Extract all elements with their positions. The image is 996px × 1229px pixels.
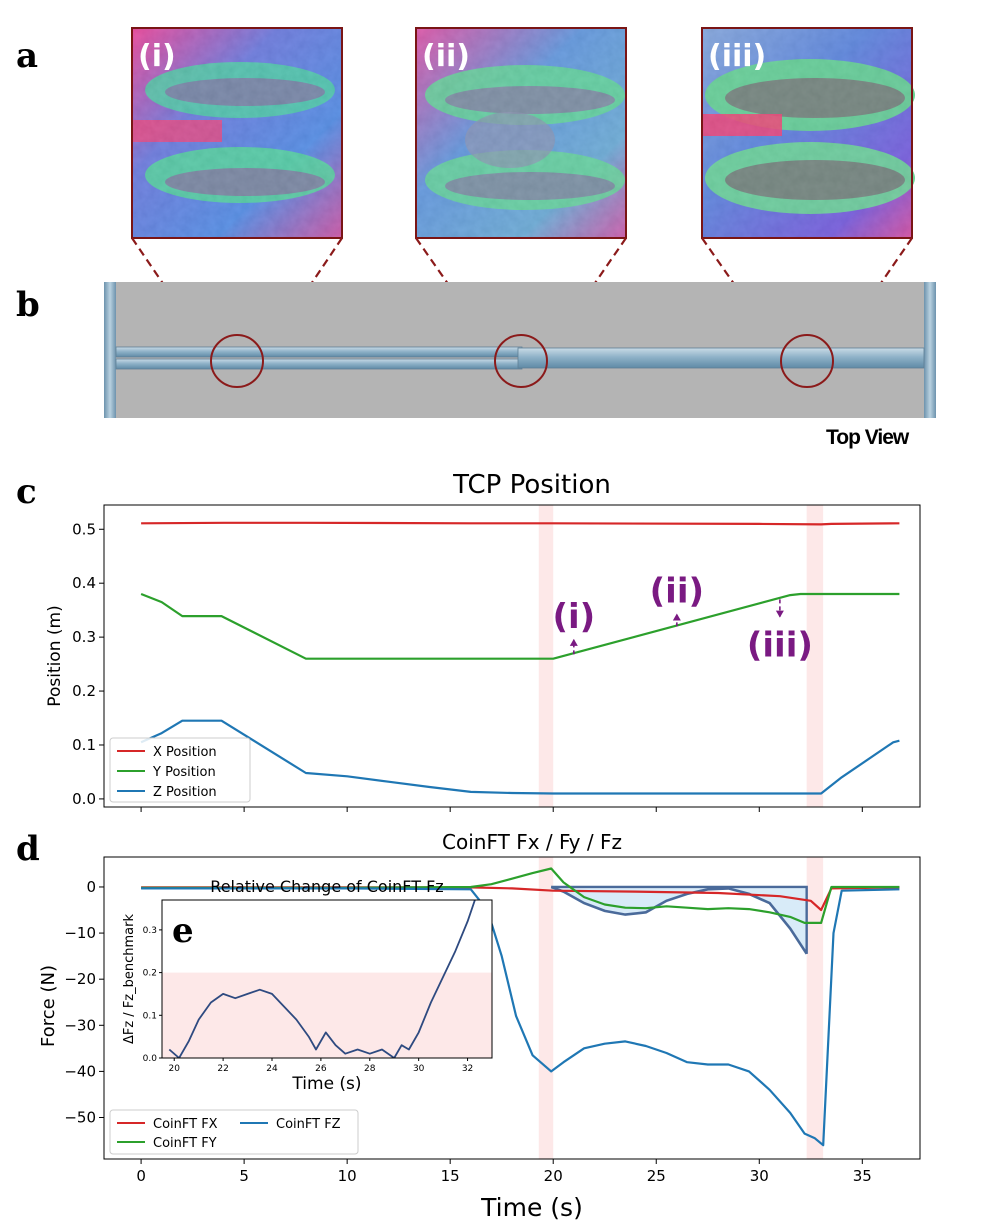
annotation-label-0: (i) xyxy=(552,597,595,637)
chart-c-legend: X Position Y Position Z Position xyxy=(109,737,251,803)
ytick-label-e-2: 0.2 xyxy=(143,969,157,979)
chart-c-ylabel: Position (m) xyxy=(45,605,65,706)
top-view-render xyxy=(104,282,936,418)
ytick-label-d-4: −40 xyxy=(64,1062,96,1080)
chart-d-legend: CoinFT FX CoinFT FY CoinFT FZ xyxy=(109,1109,359,1155)
annotation-arrowhead-2 xyxy=(775,610,784,618)
ytick-label-c-2: 0.2 xyxy=(72,682,96,700)
xtick-label-e-2: 24 xyxy=(266,1064,278,1074)
chart-c-title: TCP Position xyxy=(452,470,611,500)
xtick-label-d-1: 5 xyxy=(239,1167,249,1185)
legend-label-fz: CoinFT FZ xyxy=(276,1117,341,1132)
chart-tcp-position: TCP Position (i) (ii) (iii) 0.0 0.1 0.2 0.3 0.… xyxy=(45,470,921,812)
xtick-label-d-2: 10 xyxy=(338,1167,357,1185)
ytick-label-c-5: 0.5 xyxy=(72,520,96,538)
fz-change-outline-top xyxy=(551,885,808,954)
ytick-label-c-0: 0.0 xyxy=(72,790,96,808)
xtick-label-e-3: 26 xyxy=(315,1064,327,1074)
fz-change-outline-curve xyxy=(550,885,808,955)
chart-d-ylabel: Force (N) xyxy=(38,965,59,1047)
legend-label-fy: CoinFT FY xyxy=(153,1136,217,1151)
highlight-band-d-1 xyxy=(806,857,824,1159)
top-view-label: Top View xyxy=(826,426,910,449)
tactile-label-1: (i) xyxy=(138,39,176,74)
chart-e-xlabel: Time (s) xyxy=(291,1074,361,1094)
ytick-label-c-4: 0.4 xyxy=(72,574,96,592)
highlight-band-d-0 xyxy=(538,857,554,1159)
ytick-label-e-3: 0.3 xyxy=(143,926,157,936)
legend-label-x: X Position xyxy=(153,745,217,760)
ytick-label-d-2: −20 xyxy=(64,970,96,988)
ytick-label-e-1: 0.1 xyxy=(143,1011,157,1021)
annotation-arrowhead-0 xyxy=(569,638,578,646)
tactile-label-2: (ii) xyxy=(422,39,470,74)
legend-label-fx: CoinFT FX xyxy=(153,1117,218,1132)
chart-coinft-force: CoinFT Fx / Fy / Fz 0 −10 −20 −30 −40 −50 0 5 1… xyxy=(38,830,921,1222)
ytick-label-c-3: 0.3 xyxy=(72,628,96,646)
fz-change-fill xyxy=(551,886,807,954)
panel-letter-e: e xyxy=(172,911,194,951)
tactile-label-3: (iii) xyxy=(708,39,766,74)
chart-relative-change: Relative Change of CoinFT Fz 0.0 0.1 0.2 0.… xyxy=(122,877,493,1094)
ytick-label-d-3: −30 xyxy=(64,1016,96,1034)
legend-label-y: Y Position xyxy=(152,765,216,780)
series-line-d-2 xyxy=(141,887,900,1147)
panel-letter-c: c xyxy=(16,472,37,512)
xtick-label-e-6: 32 xyxy=(462,1064,473,1074)
tactile-image-3: (iii) xyxy=(701,27,915,239)
xtick-label-d-6: 30 xyxy=(750,1167,769,1185)
chart-d-xlabel: Time (s) xyxy=(480,1193,583,1222)
xtick-label-d-7: 35 xyxy=(853,1167,872,1185)
threshold-band xyxy=(162,972,492,1058)
highlight-band-c-0 xyxy=(538,505,554,807)
series-line-c-1 xyxy=(140,592,900,660)
xtick-label-e-4: 28 xyxy=(364,1064,376,1074)
xtick-label-d-3: 15 xyxy=(441,1167,460,1185)
chart-e-title: Relative Change of CoinFT Fz xyxy=(210,877,443,896)
series-line-c-2 xyxy=(140,719,900,795)
xtick-label-d-4: 20 xyxy=(544,1167,563,1185)
ytick-label-d-5: −50 xyxy=(64,1109,96,1127)
tactile-image-1: (i) xyxy=(131,27,343,239)
chart-e-ylabel: ΔFz / Fz_benchmark xyxy=(122,914,137,1044)
chart-e-frame xyxy=(161,899,493,1059)
annotation-label-2: (iii) xyxy=(747,626,813,666)
chart-c-frame xyxy=(103,504,921,808)
xtick-label-d-5: 25 xyxy=(647,1167,666,1185)
ytick-label-d-1: −10 xyxy=(64,924,96,942)
ytick-label-d-0: 0 xyxy=(86,878,96,896)
legend-label-z: Z Position xyxy=(153,785,217,800)
panel-letter-d: d xyxy=(16,829,40,869)
xtick-label-e-1: 22 xyxy=(217,1064,228,1074)
tactile-image-2: (ii) xyxy=(415,27,627,239)
ytick-label-e-0: 0.0 xyxy=(143,1054,158,1064)
chart-d-title: CoinFT Fx / Fy / Fz xyxy=(442,830,622,854)
annotation-arrowhead-1 xyxy=(672,613,681,621)
panel-letter-b: b xyxy=(16,285,40,325)
panel-letter-a: a xyxy=(16,36,38,76)
xtick-label-e-0: 20 xyxy=(168,1064,180,1074)
ytick-label-c-1: 0.1 xyxy=(72,736,96,754)
series-line-d-1 xyxy=(141,867,900,925)
xtick-label-e-5: 30 xyxy=(413,1064,425,1074)
annotation-label-1: (ii) xyxy=(650,571,704,611)
series-line-e-0 xyxy=(168,900,476,1058)
series-line-c-0 xyxy=(141,521,900,526)
chart-d-frame xyxy=(103,856,921,1160)
highlight-band-c-1 xyxy=(806,505,824,807)
xtick-label-d-0: 0 xyxy=(136,1167,146,1185)
